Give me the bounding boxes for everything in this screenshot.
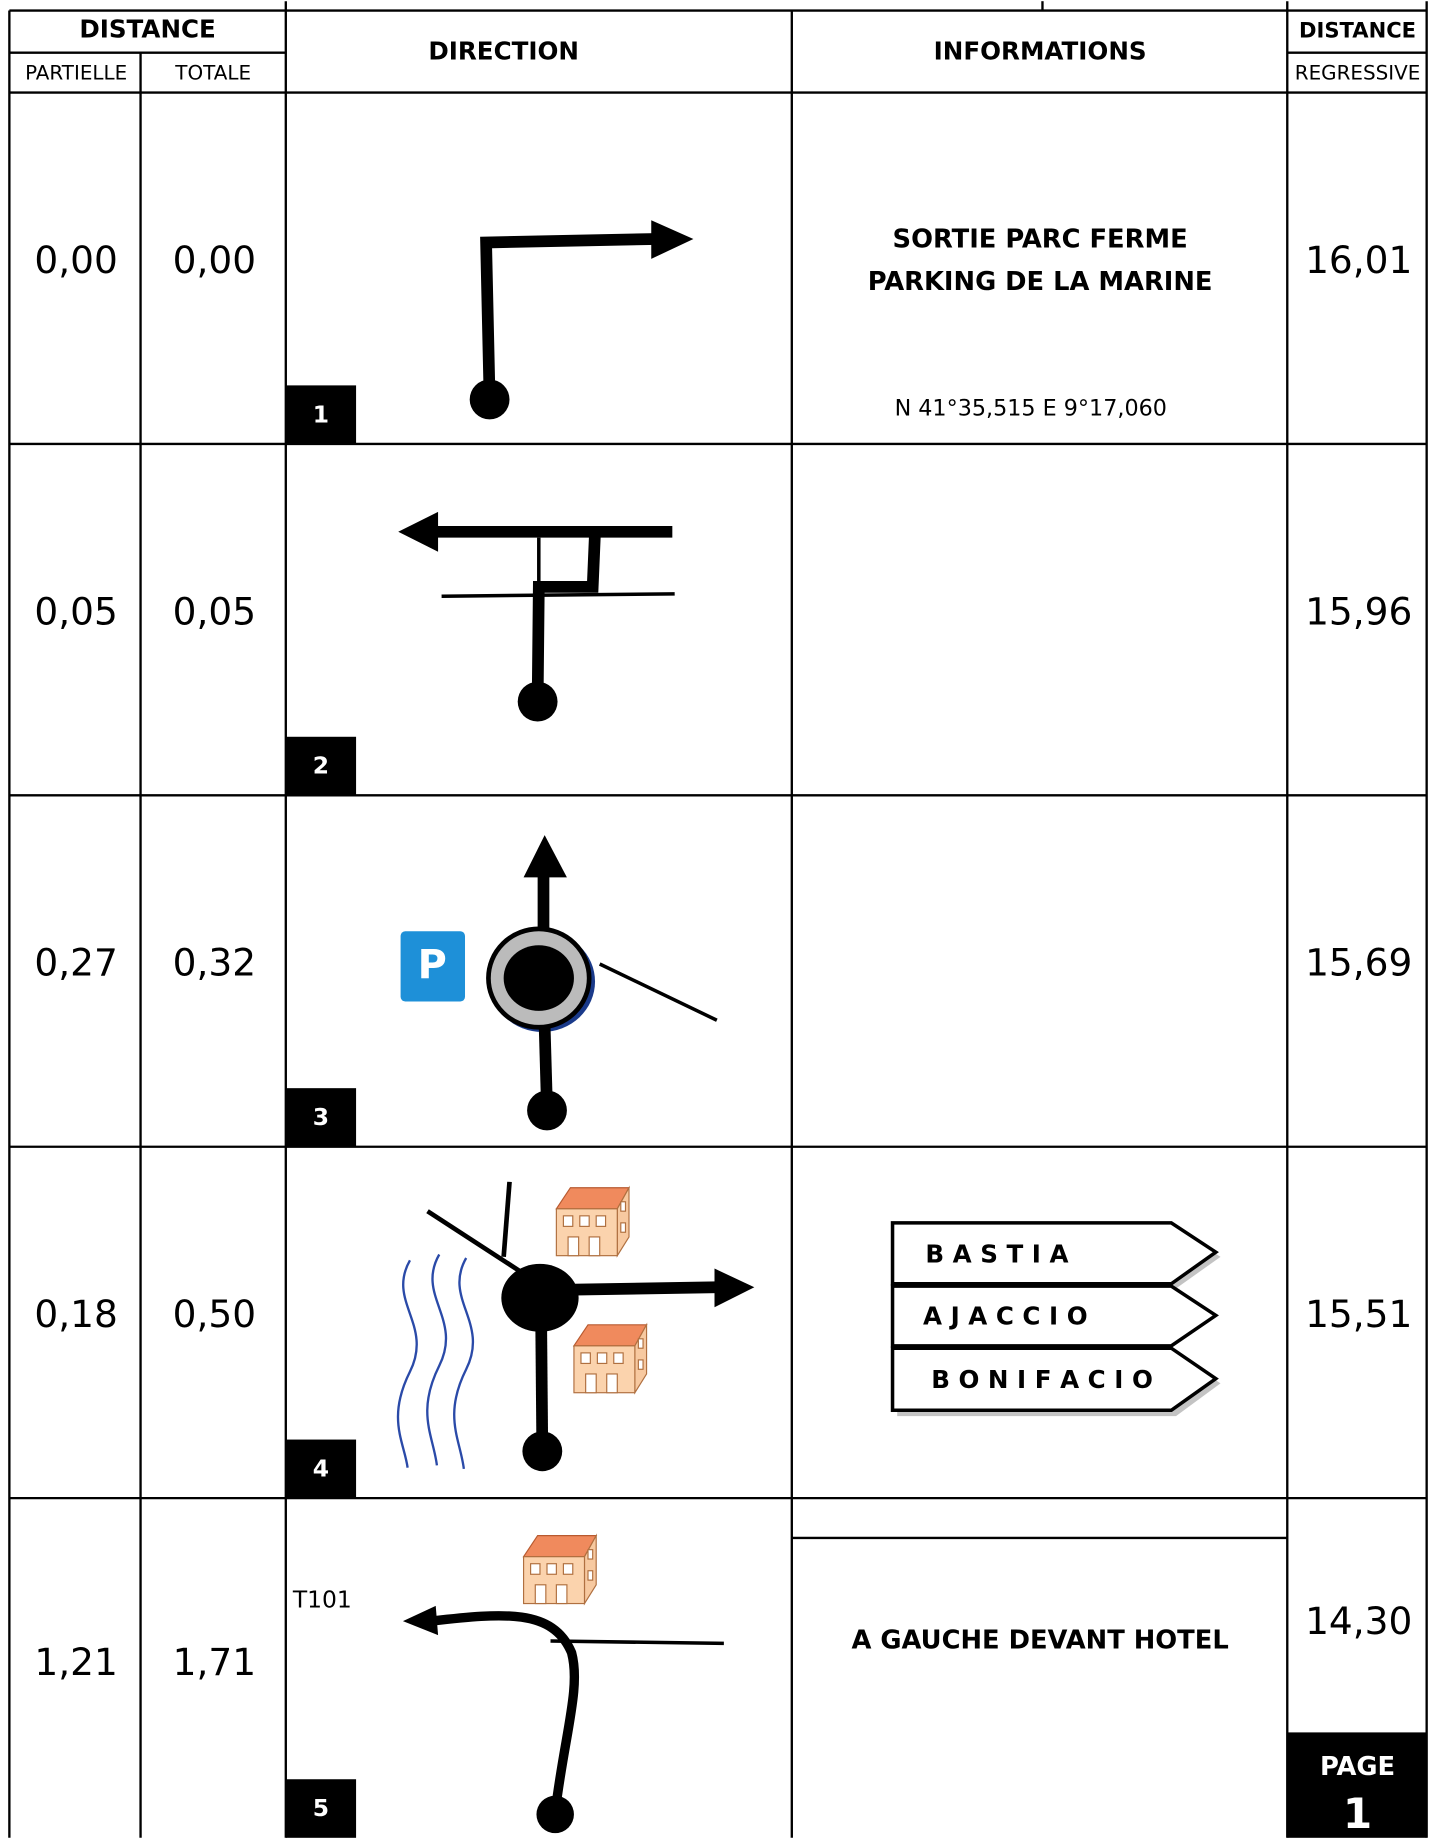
diagram-2	[398, 511, 675, 722]
step-number-box	[285, 385, 357, 444]
partielle: 0,05	[34, 589, 117, 633]
diagram-5: T101	[292, 1535, 724, 1834]
info-text: PARKING DE LA MARINE	[868, 267, 1213, 297]
step-number: 2	[313, 752, 329, 780]
partielle: 1,21	[34, 1640, 117, 1684]
diagram-3: P	[400, 835, 718, 1131]
totale: 0,00	[173, 238, 256, 282]
parking-sign: P	[418, 942, 447, 988]
step-number-box	[285, 1088, 357, 1147]
step-number-box	[285, 1779, 357, 1838]
table-grid	[8, 1, 1428, 1838]
regressive: 15,96	[1305, 589, 1412, 633]
page-box: PAGE 1	[1287, 1732, 1427, 1838]
sign-label: A J A C C I O	[923, 1302, 1088, 1331]
totale: 0,50	[173, 1292, 256, 1336]
sign-label: B O N I F A C I O	[931, 1365, 1153, 1394]
step-number: 5	[313, 1794, 329, 1822]
step-number-box	[285, 1439, 357, 1499]
page-number: 1	[1343, 1789, 1372, 1838]
step-number-box	[285, 736, 357, 796]
diagram-4	[396, 1181, 755, 1472]
totale: 0,05	[173, 589, 256, 633]
partielle: 0,18	[34, 1292, 117, 1336]
totale: 1,71	[173, 1640, 256, 1684]
step-number: 4	[313, 1455, 329, 1483]
header-totale: TOTALE	[174, 61, 251, 84]
header-direction: DIRECTION	[428, 37, 579, 66]
gps-coords: N 41°35,515 E 9°17,060	[895, 395, 1167, 421]
step-number: 3	[313, 1103, 329, 1131]
sign-label: B A S T I A	[925, 1240, 1068, 1269]
page-label: PAGE	[1320, 1752, 1395, 1782]
header-regressive: REGRESSIVE	[1295, 61, 1421, 84]
regressive: 15,51	[1305, 1292, 1412, 1336]
regressive: 15,69	[1305, 941, 1412, 985]
diagram-1	[469, 220, 694, 420]
info-text: SORTIE PARC FERME	[893, 225, 1188, 255]
header-partielle: PARTIELLE	[25, 61, 127, 84]
header-distance-right: DISTANCE	[1299, 18, 1416, 43]
road-label: T101	[292, 1586, 352, 1614]
regressive: 16,01	[1305, 238, 1412, 282]
header-informations: INFORMATIONS	[934, 37, 1147, 66]
header-distance: DISTANCE	[79, 14, 216, 43]
info-text: A GAUCHE DEVANT HOTEL	[852, 1626, 1229, 1656]
totale: 0,32	[173, 941, 256, 985]
partielle: 0,27	[34, 941, 117, 985]
regressive: 14,30	[1305, 1599, 1412, 1643]
step-number: 1	[313, 400, 329, 428]
direction-signs	[890, 1221, 1221, 1417]
partielle: 0,00	[34, 238, 117, 282]
